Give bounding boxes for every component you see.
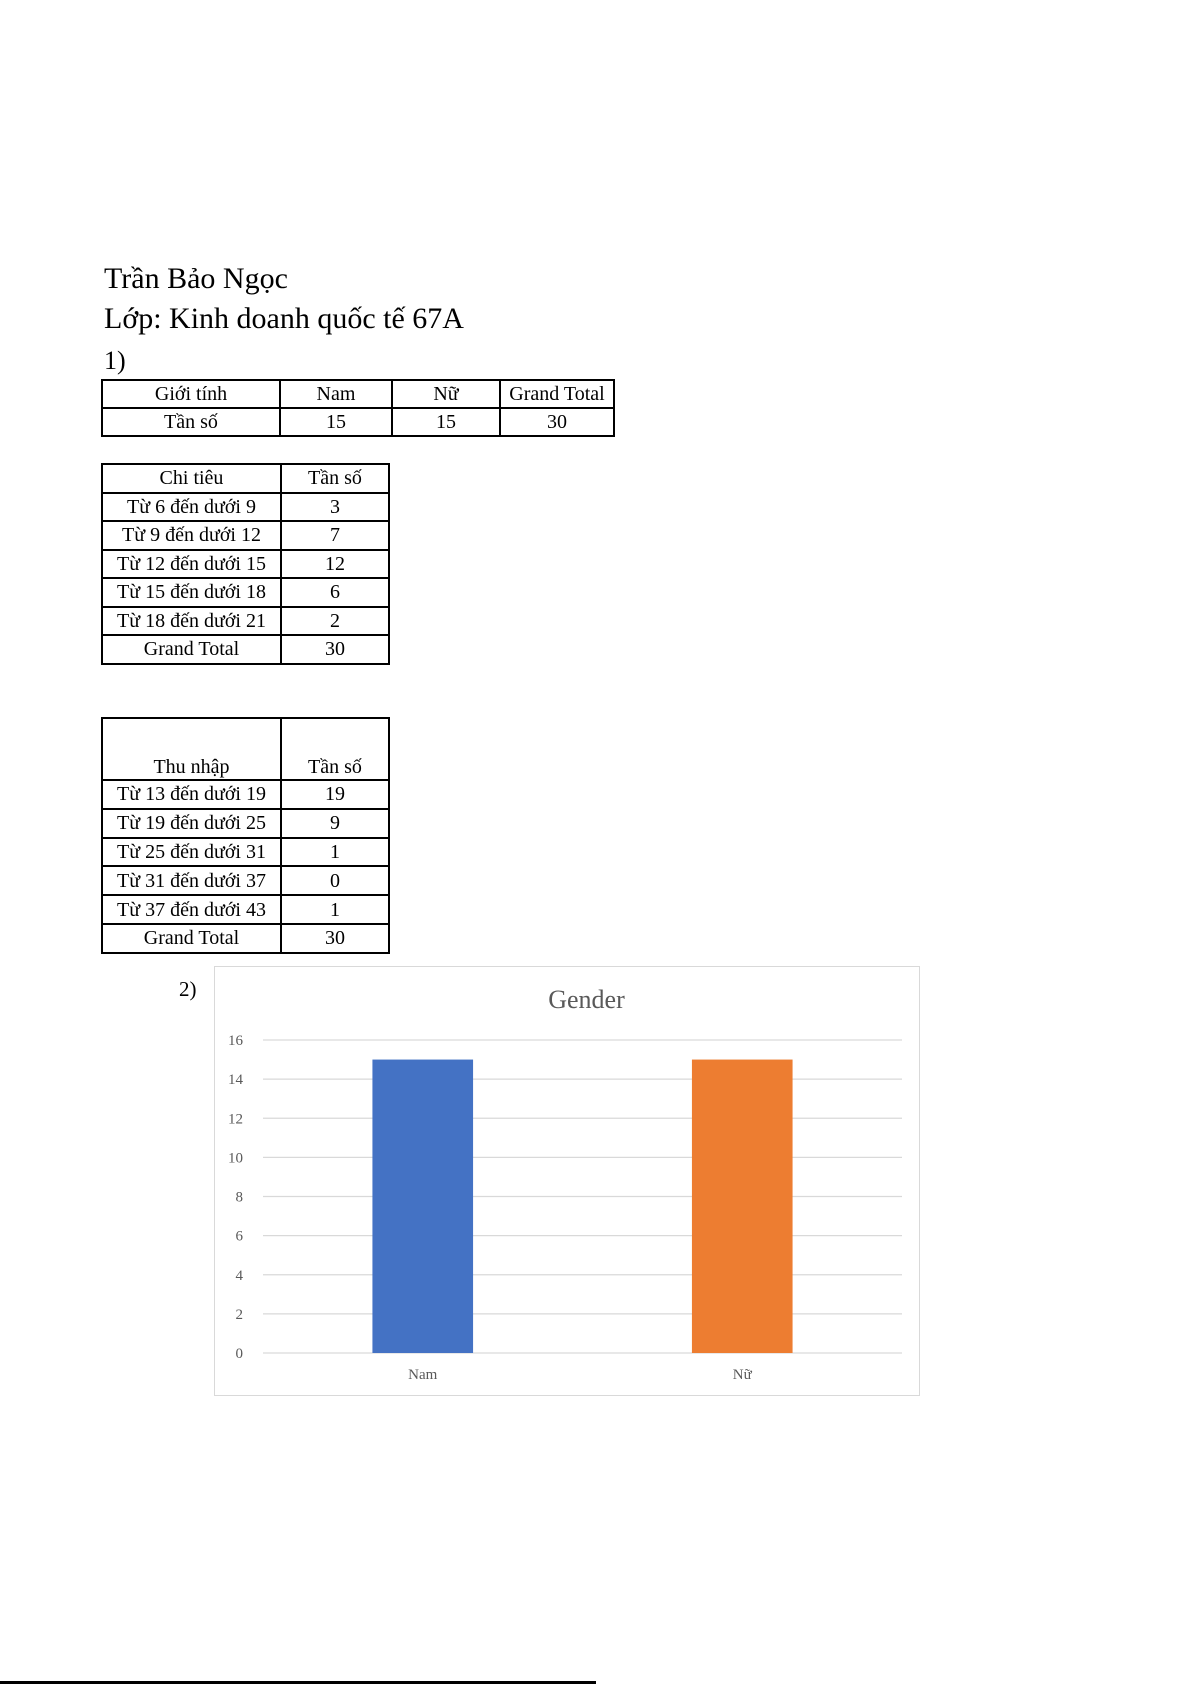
y-tick-label: 2 xyxy=(236,1307,244,1323)
table-cell: Thu nhập xyxy=(101,717,282,781)
table-header-row: Giới tính Nam Nữ Grand Total xyxy=(101,379,615,409)
table-row: Grand Total 30 xyxy=(101,634,390,665)
table-row: Tần số 15 15 30 xyxy=(101,407,615,437)
bar-nam xyxy=(372,1059,474,1353)
table-cell: 7 xyxy=(280,520,390,551)
income-table: Thu nhập Tần số Từ 13 đến dưới 19 19 Từ 1… xyxy=(101,717,390,954)
table-cell: Grand Total xyxy=(499,379,615,409)
table-cell: Nam xyxy=(279,379,393,409)
class-line: Lớp: Kinh doanh quốc tế 67A xyxy=(104,302,464,335)
y-tick-label: 6 xyxy=(236,1229,244,1245)
table-cell: Grand Total xyxy=(101,634,282,665)
table-cell: Từ 15 đến dưới 18 xyxy=(101,577,282,608)
table-cell: Chi tiêu xyxy=(101,463,282,494)
y-tick-label: 10 xyxy=(228,1150,243,1166)
table-cell: Từ 18 đến dưới 21 xyxy=(101,605,282,636)
table-row: Từ 37 đến dưới 43 1 xyxy=(101,894,390,925)
bar-nu xyxy=(691,1059,793,1353)
y-tick-label: 12 xyxy=(228,1111,243,1127)
table-cell: Tần số xyxy=(101,407,281,437)
table-row: Từ 18 đến dưới 21 2 xyxy=(101,605,390,636)
table-cell: Từ 37 đến dưới 43 xyxy=(101,894,282,925)
table-header-row: Thu nhập Tần số xyxy=(101,717,390,781)
y-tick-label: 0 xyxy=(236,1346,244,1362)
table-cell: Từ 12 đến dưới 15 xyxy=(101,548,282,579)
table-cell: 3 xyxy=(280,491,390,522)
table-cell: Từ 31 đến dưới 37 xyxy=(101,865,282,897)
table-cell: 2 xyxy=(280,605,390,636)
table-row: Grand Total 30 xyxy=(101,922,390,954)
y-tick-label: 14 xyxy=(228,1072,244,1088)
table-cell: Từ 13 đến dưới 19 xyxy=(101,779,282,810)
table-row: Từ 25 đến dưới 31 1 xyxy=(101,836,390,868)
table-row: Từ 31 đến dưới 37 0 xyxy=(101,865,390,897)
table-cell: 9 xyxy=(280,807,390,839)
table-cell: Tần số xyxy=(280,463,390,494)
table-cell: 15 xyxy=(279,407,393,437)
table-cell: Từ 9 đến dưới 12 xyxy=(101,520,282,551)
gender-table: Giới tính Nam Nữ Grand Total Tần số 15 1… xyxy=(101,379,615,437)
table-cell: 30 xyxy=(280,922,390,954)
table-cell: 15 xyxy=(391,407,501,437)
table-row: Từ 13 đến dưới 19 19 xyxy=(101,779,390,810)
table-cell: Nữ xyxy=(391,379,501,409)
y-tick-label: 16 xyxy=(228,1033,244,1049)
table-cell: 12 xyxy=(280,548,390,579)
table-cell: 1 xyxy=(280,894,390,925)
x-tick-label: Nữ xyxy=(733,1367,753,1383)
table-cell: Từ 25 đến dưới 31 xyxy=(101,836,282,868)
student-name: Trần Bảo Ngọc xyxy=(104,262,288,295)
table-cell: 19 xyxy=(280,779,390,810)
table-cell: Grand Total xyxy=(101,922,282,954)
chart-canvas: Gender 0 2 4 6 8 10 12 14 16 Nam Nữ xyxy=(228,985,902,1383)
table-cell: 30 xyxy=(499,407,615,437)
table-cell: Từ 19 đến dưới 25 xyxy=(101,807,282,839)
table-cell: Từ 6 đến dưới 9 xyxy=(101,491,282,522)
table-row: Từ 12 đến dưới 15 12 xyxy=(101,548,390,579)
gender-chart: Gender 0 2 4 6 8 10 12 14 16 Nam Nữ xyxy=(214,966,920,1396)
table-row: Từ 9 đến dưới 12 7 xyxy=(101,520,390,551)
table-cell: Giới tính xyxy=(101,379,281,409)
table-header-row: Chi tiêu Tần số xyxy=(101,463,390,494)
table-cell: Tần số xyxy=(280,717,390,781)
y-tick-label: 4 xyxy=(236,1268,244,1284)
table-cell: 0 xyxy=(280,865,390,897)
section-1-label: 1) xyxy=(104,346,126,375)
chart-title: Gender xyxy=(548,985,625,1014)
x-tick-label: Nam xyxy=(408,1367,437,1383)
table-row: Từ 19 đến dưới 25 9 xyxy=(101,807,390,839)
page-bottom-rule xyxy=(0,1681,596,1684)
section-2-label: 2) xyxy=(179,977,197,1001)
table-row: Từ 15 đến dưới 18 6 xyxy=(101,577,390,608)
table-cell: 30 xyxy=(280,634,390,665)
table-cell: 1 xyxy=(280,836,390,868)
table-cell: 6 xyxy=(280,577,390,608)
y-tick-label: 8 xyxy=(236,1190,244,1206)
